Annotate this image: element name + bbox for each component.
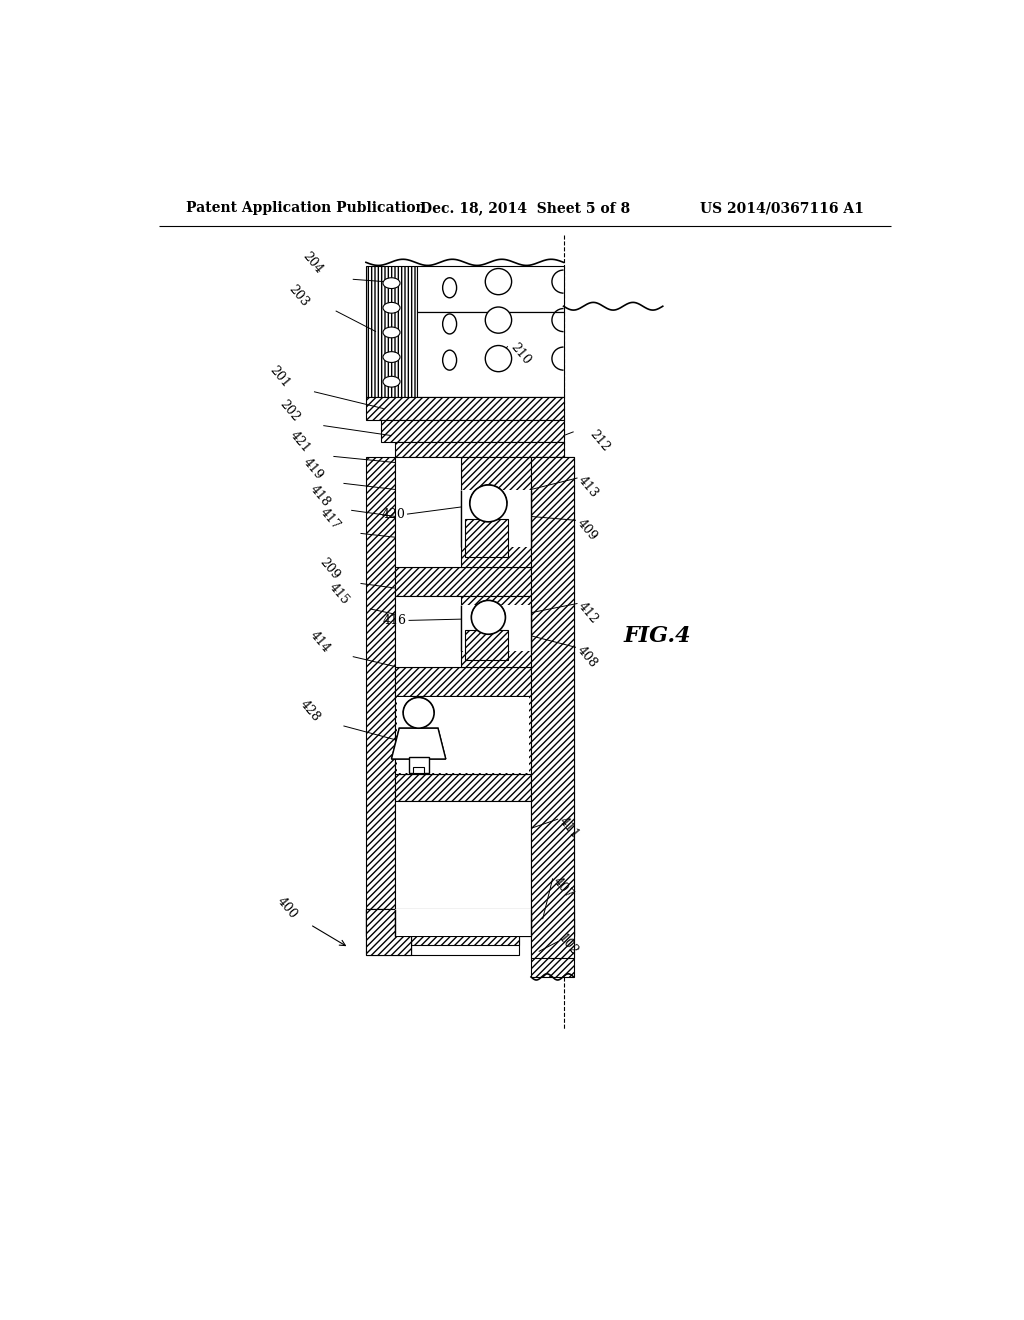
Polygon shape [391,729,445,759]
Bar [417,267,563,313]
Text: 409: 409 [574,516,599,543]
Text: FIG.4: FIG.4 [624,624,691,647]
Circle shape [470,484,507,521]
Bar [461,490,531,548]
Polygon shape [366,909,411,956]
Circle shape [485,346,512,372]
Text: Dec. 18, 2014  Sheet 5 of 8: Dec. 18, 2014 Sheet 5 of 8 [420,202,630,215]
Bar [417,313,563,397]
Bar [531,457,573,936]
Ellipse shape [442,277,457,298]
Bar [395,442,563,457]
Ellipse shape [383,302,400,313]
Text: 102: 102 [555,932,581,958]
Text: 202: 202 [276,397,302,424]
Bar [461,605,531,651]
Ellipse shape [442,350,457,370]
Text: 421: 421 [288,429,312,455]
Bar [395,801,531,936]
Bar [411,936,519,956]
Ellipse shape [383,351,400,363]
Bar [366,267,417,397]
Bar [366,909,573,936]
Polygon shape [366,909,411,956]
Polygon shape [391,729,445,759]
Bar [366,397,563,420]
Bar [414,767,424,774]
Bar [395,696,531,775]
Circle shape [485,268,512,294]
Text: 415: 415 [327,581,351,607]
Bar [381,420,563,442]
Text: 212: 212 [587,428,611,454]
Bar [465,519,508,557]
Circle shape [471,601,506,635]
Bar [461,595,531,667]
Bar [531,919,573,977]
Text: 428: 428 [298,698,323,725]
Ellipse shape [442,314,457,334]
Text: 413: 413 [575,474,601,500]
Text: US 2014/0367116 A1: US 2014/0367116 A1 [700,202,864,215]
Bar [409,758,429,774]
Bar [395,457,461,566]
Ellipse shape [383,327,400,338]
Text: 420: 420 [382,508,406,520]
Bar [411,936,519,945]
Text: 419: 419 [300,455,326,482]
Ellipse shape [383,277,400,289]
Text: 416: 416 [383,614,407,627]
Bar [395,595,461,667]
Text: 203: 203 [286,282,311,309]
Circle shape [403,697,434,729]
Text: 201: 201 [266,363,292,389]
Text: 407: 407 [551,874,577,900]
Text: 411: 411 [556,814,582,842]
Bar [531,457,573,958]
Bar [465,630,508,660]
Bar [395,909,531,936]
Text: 412: 412 [575,599,601,626]
Text: 408: 408 [574,643,599,671]
Text: 204: 204 [300,249,326,276]
Bar [366,457,395,936]
Bar [397,697,529,774]
Text: 418: 418 [307,482,333,510]
Ellipse shape [383,376,400,387]
Text: 417: 417 [316,506,342,532]
Bar [395,667,531,696]
Circle shape [485,308,512,333]
Text: 400: 400 [274,894,300,921]
Bar [395,566,531,595]
Text: Patent Application Publication: Patent Application Publication [186,202,426,215]
Bar [461,457,531,566]
Bar [395,775,531,801]
Text: 209: 209 [317,556,342,582]
Text: 414: 414 [307,628,333,655]
Text: 210: 210 [508,341,534,367]
